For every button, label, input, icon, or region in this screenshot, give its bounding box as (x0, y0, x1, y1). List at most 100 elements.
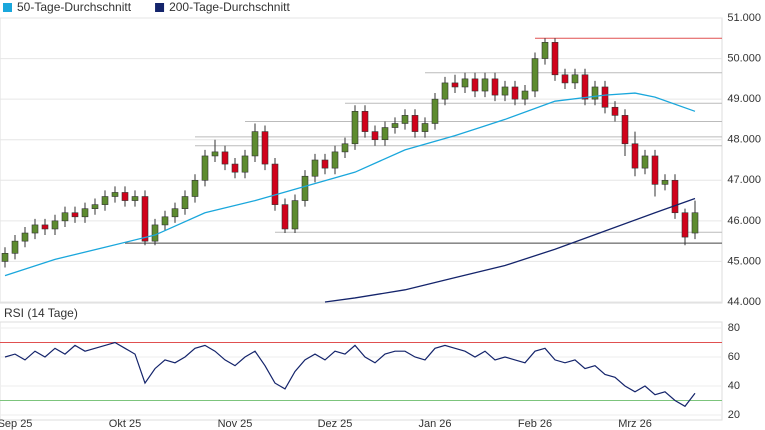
candle-body (71, 212, 79, 218)
candle-body (111, 192, 119, 197)
rsi-tick-label: 40 (728, 380, 740, 392)
legend-label: 50-Tage-Durchschnitt (17, 0, 132, 14)
candle-body (541, 42, 549, 59)
candle-body (301, 175, 309, 201)
legend-label: 200-Tage-Durchschnitt (169, 0, 290, 14)
x-tick-label: Feb 26 (518, 418, 552, 430)
candle-body (581, 74, 589, 100)
candle-body (551, 42, 559, 76)
rsi-title: RSI (14 Tage) (4, 306, 78, 320)
candle-body (321, 159, 329, 169)
candle-body (631, 143, 639, 169)
candle-body (601, 86, 609, 108)
rsi-tick-label: 20 (728, 409, 740, 421)
candle-body (491, 78, 499, 96)
y-tick-label: 47.000 (727, 174, 761, 186)
candle-body (421, 123, 429, 132)
candle-body (361, 111, 369, 132)
x-tick-label: Nov 25 (218, 418, 253, 430)
candle-body (141, 196, 149, 242)
y-tick-label: 49.000 (727, 93, 761, 105)
rsi-line (4, 341, 696, 408)
candle-body (621, 115, 629, 145)
candle-body (201, 155, 209, 181)
candle-body (181, 196, 189, 209)
y-tick-label: 45.000 (727, 255, 761, 267)
candle-body (161, 216, 169, 226)
candle-body (281, 204, 289, 230)
y-tick-label: 50.000 (727, 52, 761, 64)
y-tick-label: 44.000 (727, 296, 761, 308)
candle-body (641, 155, 649, 169)
candle-body (211, 151, 219, 157)
candle-body (61, 212, 69, 222)
candle-body (331, 151, 339, 169)
candle-body (531, 58, 539, 92)
y-tick-label: 51.000 (727, 12, 761, 24)
candle-body (191, 179, 199, 197)
price-panel (0, 17, 723, 304)
candle-body (481, 78, 489, 92)
ma-line (4, 92, 696, 277)
candle-body (271, 163, 279, 205)
candle-body (371, 131, 379, 141)
x-tick-label: Sep 25 (0, 418, 32, 430)
candle-body (21, 232, 29, 242)
x-tick-label: Jan 26 (418, 418, 451, 430)
candle-body (591, 86, 599, 100)
candle-body (411, 115, 419, 132)
candle-body (611, 106, 619, 116)
candle-body (341, 143, 349, 153)
rsi-panel (0, 321, 723, 421)
rsi-tick-label: 80 (728, 322, 740, 334)
candle-body (671, 179, 679, 214)
candle-body (221, 151, 229, 165)
candle-body (31, 224, 39, 234)
candle-body (51, 220, 59, 230)
candle-body (401, 115, 409, 124)
candle-body (261, 131, 269, 165)
candle-body (11, 240, 19, 254)
candle-body (571, 74, 579, 84)
candle-body (81, 208, 89, 218)
x-tick-label: Okt 25 (109, 418, 141, 430)
candle-body (121, 192, 129, 201)
candle-body (311, 159, 319, 177)
rsi-tick-label: 60 (728, 351, 740, 363)
candle-body (691, 212, 699, 234)
candle-body (351, 111, 359, 145)
y-tick-label: 48.000 (727, 134, 761, 146)
candle-body (101, 196, 109, 205)
candle-body (41, 224, 49, 230)
candle-body (381, 127, 389, 141)
candle-body (451, 82, 459, 88)
ma-line (324, 197, 696, 303)
candle-body (431, 98, 439, 124)
candle-body (471, 78, 479, 92)
candle-body (171, 208, 179, 218)
candle-body (461, 78, 469, 88)
candle-body (131, 196, 139, 201)
candle-body (521, 90, 529, 100)
legend-swatch (155, 3, 165, 12)
candle-body (1, 253, 9, 262)
candle-body (501, 86, 509, 96)
candle-body (661, 179, 669, 185)
candle-body (561, 74, 569, 84)
candle-body (441, 82, 449, 100)
candle-body (91, 204, 99, 209)
candle-body (251, 131, 259, 157)
candle-body (291, 200, 299, 230)
candle-body (511, 86, 519, 100)
x-tick-label: Mrz 26 (618, 418, 652, 430)
candle-body (681, 212, 689, 238)
legend-swatch (3, 3, 12, 12)
candle-body (231, 163, 239, 173)
candle-body (391, 123, 399, 128)
x-tick-label: Dez 25 (318, 418, 353, 430)
candle-body (651, 155, 659, 185)
y-tick-label: 46.000 (727, 215, 761, 227)
candle-body (241, 155, 249, 173)
candle-body (151, 224, 159, 242)
